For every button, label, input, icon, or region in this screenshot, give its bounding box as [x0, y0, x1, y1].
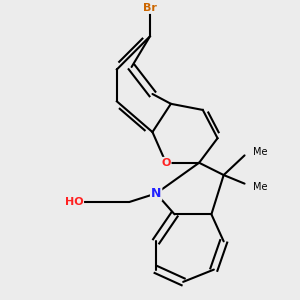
Text: Me: Me: [253, 182, 267, 192]
Text: HO: HO: [64, 197, 83, 207]
Text: Br: Br: [143, 3, 157, 13]
Text: O: O: [161, 158, 171, 168]
Text: N: N: [151, 187, 161, 200]
Text: Me: Me: [253, 147, 267, 157]
